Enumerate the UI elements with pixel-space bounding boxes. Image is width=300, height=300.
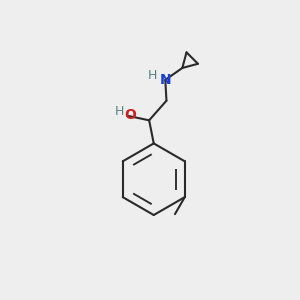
Text: H: H xyxy=(148,69,157,82)
Text: H: H xyxy=(115,105,124,118)
Text: N: N xyxy=(160,73,171,87)
Text: O: O xyxy=(124,108,136,122)
